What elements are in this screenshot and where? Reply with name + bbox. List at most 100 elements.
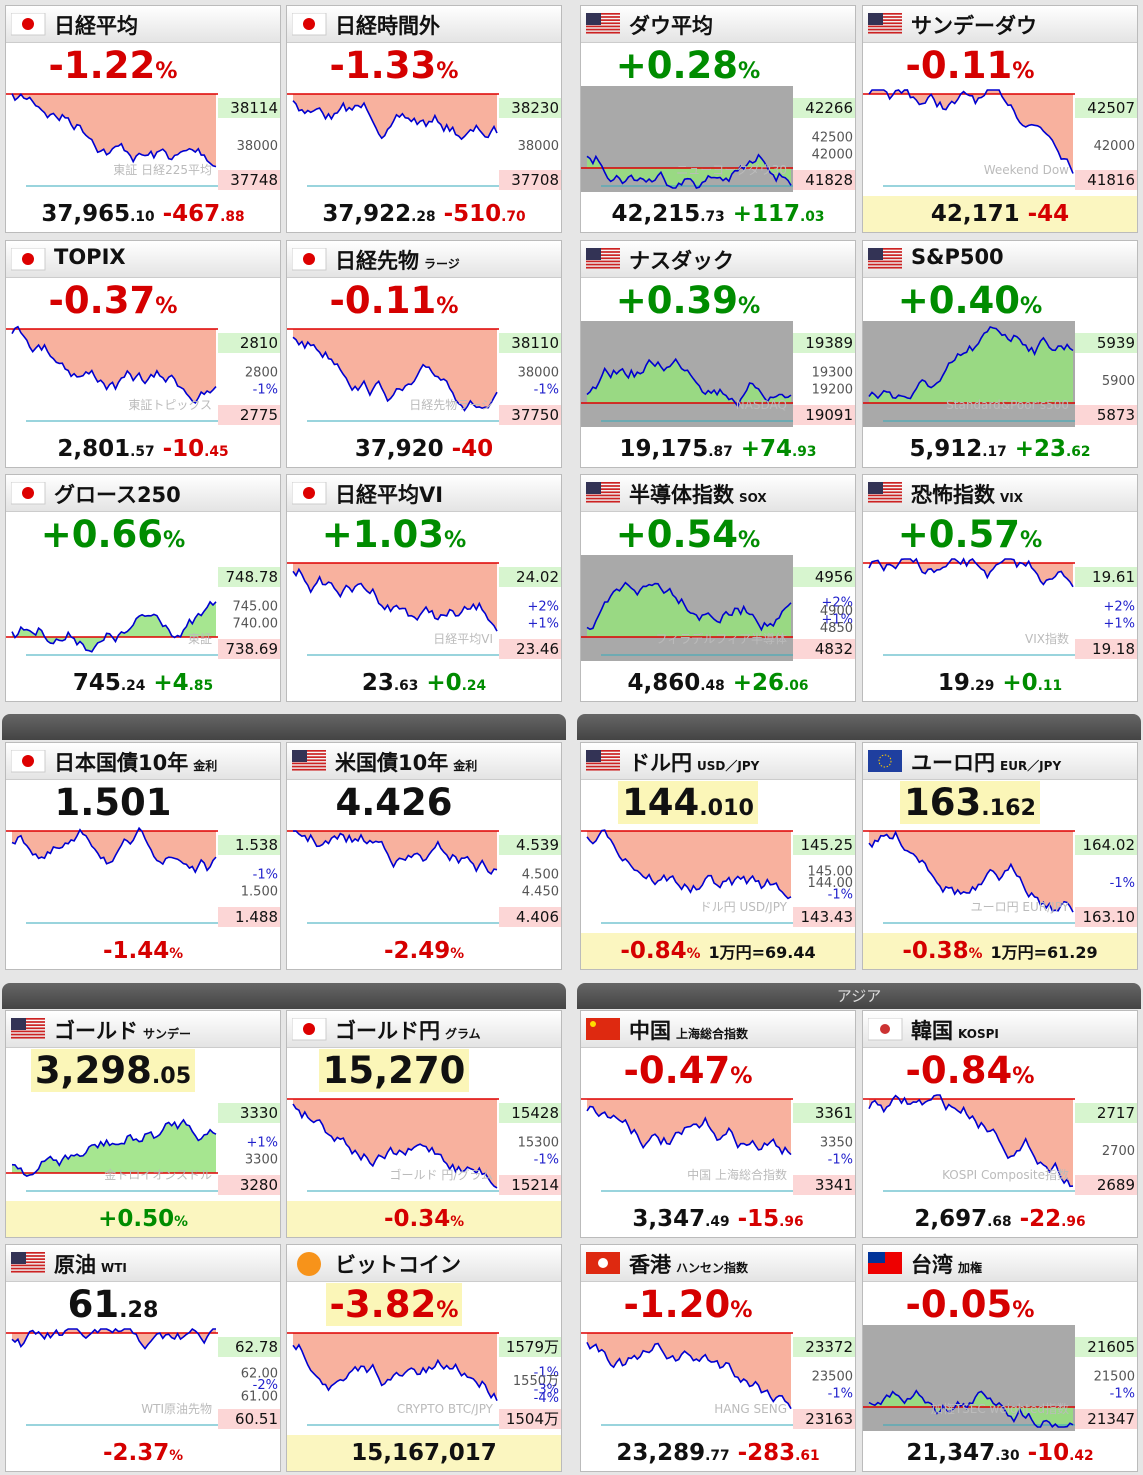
flag-stripe bbox=[868, 254, 902, 256]
hi-label: 5939 bbox=[1097, 334, 1135, 352]
hi-label: 2810 bbox=[240, 334, 278, 352]
chart-fill bbox=[12, 93, 216, 167]
chart-fill bbox=[12, 601, 216, 652]
chart-fill bbox=[587, 830, 791, 899]
flag bbox=[586, 13, 620, 34]
flag-stripe bbox=[586, 254, 620, 256]
top-part: -0.84 bbox=[905, 1049, 1013, 1092]
title-text: 日経時間外 bbox=[335, 14, 440, 38]
watermark: 加権TSEC weighted指数 bbox=[931, 1401, 1069, 1416]
flag-bg bbox=[586, 1018, 620, 1040]
tile: ゴールド サンデー 金トロイオンスドル 3330 +1% 3300 3280 3,298.05… bbox=[5, 1010, 281, 1238]
bottom-part: % bbox=[686, 946, 701, 962]
top-value: -0.11% bbox=[863, 44, 1077, 87]
chart: VIX指数 19.61 +2% +1% 19.18 bbox=[863, 557, 1137, 659]
hi-label: 164.02 bbox=[1083, 836, 1136, 854]
flag-stripe bbox=[11, 1270, 45, 1273]
lo-box bbox=[793, 907, 855, 927]
price-line bbox=[292, 336, 498, 412]
bottom-value: 23,289.77 -283.61 bbox=[581, 1435, 855, 1471]
tile-title: 日経平均VI bbox=[335, 479, 443, 509]
title-text: 韓国 bbox=[911, 1019, 953, 1043]
flag-stripe bbox=[868, 491, 902, 494]
chart-fill bbox=[12, 828, 216, 873]
bottom-part: % bbox=[174, 1214, 188, 1230]
title-text: 台湾 bbox=[911, 1253, 953, 1277]
chart: 加権TSEC weighted指数 21605 21500 -1% 21347 bbox=[863, 1325, 1137, 1431]
tile-header: 半導体指数 SOX bbox=[581, 475, 855, 512]
price-line bbox=[292, 567, 498, 632]
bottom-value: 2,801.57 -10.45 bbox=[6, 431, 280, 467]
top-value: -0.84% bbox=[863, 1049, 1077, 1092]
flag-stripe bbox=[868, 482, 902, 484]
watermark: 金トロイオンスドル bbox=[104, 1167, 212, 1182]
hi-label: 23372 bbox=[805, 1338, 853, 1356]
price-line bbox=[868, 89, 1074, 174]
top-part: -1.22 bbox=[48, 44, 156, 87]
tile-header: 原油 WTI bbox=[6, 1245, 280, 1282]
flag-stripe bbox=[868, 494, 902, 497]
top-part: % bbox=[1012, 58, 1035, 84]
flag-flower bbox=[598, 1258, 608, 1268]
flag-canton bbox=[292, 750, 307, 762]
chart: KOSPI Composite指数 2717 2700 2689 bbox=[863, 1094, 1137, 1195]
tile-title: ゴールド サンデー bbox=[54, 1015, 191, 1045]
bottom-value: -0.84% 1万円=69.44 bbox=[581, 933, 855, 969]
hi-box bbox=[1075, 333, 1137, 353]
axis-label: -1% bbox=[534, 383, 559, 398]
watermark: ドル円 USD/JPY bbox=[700, 900, 788, 914]
top-value: -1.20% bbox=[581, 1283, 795, 1326]
bottom-part: -0.38 bbox=[902, 938, 969, 964]
tile-title: 中国 上海総合指数 bbox=[629, 1015, 748, 1045]
flag-stripe bbox=[586, 497, 620, 500]
price-line bbox=[868, 557, 1074, 588]
lo-label: 21347 bbox=[1087, 1410, 1135, 1428]
lo-box bbox=[499, 907, 561, 927]
flag-bg bbox=[868, 750, 902, 772]
tile: サンデーダウ Weekend Dow 42507 42000 41816 -0.11% 42… bbox=[862, 5, 1138, 233]
chart: Weekend Dow 42507 42000 41816 bbox=[863, 89, 1137, 190]
chart-fill bbox=[869, 327, 1073, 403]
axis-label: 19300 bbox=[812, 366, 853, 381]
top-value: -1.33% bbox=[287, 44, 501, 87]
bottom-value: 42,171 -44 bbox=[863, 196, 1137, 232]
flag-stars bbox=[878, 754, 892, 768]
title-sub: 金利 bbox=[453, 759, 478, 773]
hi-box bbox=[793, 1337, 855, 1357]
tile-title: ダウ平均 bbox=[629, 10, 713, 40]
flag-canton bbox=[868, 482, 883, 494]
hi-box bbox=[218, 835, 280, 855]
tile-header: ダウ平均 bbox=[581, 6, 855, 43]
bottom-part: -44 bbox=[1027, 201, 1070, 227]
flag-stripe bbox=[868, 263, 902, 266]
watermark: NASDAQ bbox=[736, 398, 787, 412]
flag-canton bbox=[11, 1252, 26, 1264]
bottom-part: -0.34 bbox=[383, 1206, 451, 1232]
lo-label: 23.46 bbox=[516, 640, 559, 658]
axis-label: 19200 bbox=[812, 383, 853, 398]
tile-title: 韓国 KOSPI bbox=[911, 1015, 999, 1045]
top-value: +0.66% bbox=[6, 513, 220, 556]
bottom-part: 42,171 bbox=[930, 201, 1020, 227]
flag-canton bbox=[586, 248, 601, 260]
watermark: HANG SENG bbox=[714, 1402, 787, 1416]
price-line bbox=[292, 1103, 498, 1189]
flag bbox=[11, 248, 46, 271]
bottom-part: .93 bbox=[792, 444, 817, 460]
flag bbox=[11, 1018, 45, 1039]
lo-box bbox=[1075, 1175, 1137, 1195]
hi-box bbox=[218, 567, 280, 587]
chart-fill bbox=[869, 831, 1073, 913]
bottom-part: .03 bbox=[800, 209, 825, 225]
hi-label: 38230 bbox=[511, 99, 559, 117]
flag-stripe bbox=[586, 753, 620, 755]
axis-label: +1% bbox=[1103, 617, 1135, 632]
top-part: -0.11 bbox=[905, 44, 1013, 87]
tile-title: 香港 ハンセン指数 bbox=[629, 1249, 748, 1279]
top-value: +0.54% bbox=[581, 513, 795, 556]
bottom-part: .87 bbox=[708, 444, 733, 460]
hi-label: 4956 bbox=[815, 568, 853, 586]
watermark: ニューヨークダウ30 bbox=[676, 162, 787, 177]
watermark: フィラデルフィア半導体 bbox=[655, 631, 787, 646]
flag-stripe bbox=[586, 248, 620, 250]
